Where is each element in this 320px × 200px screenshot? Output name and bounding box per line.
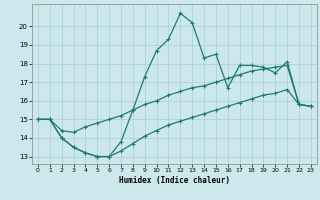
X-axis label: Humidex (Indice chaleur): Humidex (Indice chaleur)	[119, 176, 230, 185]
